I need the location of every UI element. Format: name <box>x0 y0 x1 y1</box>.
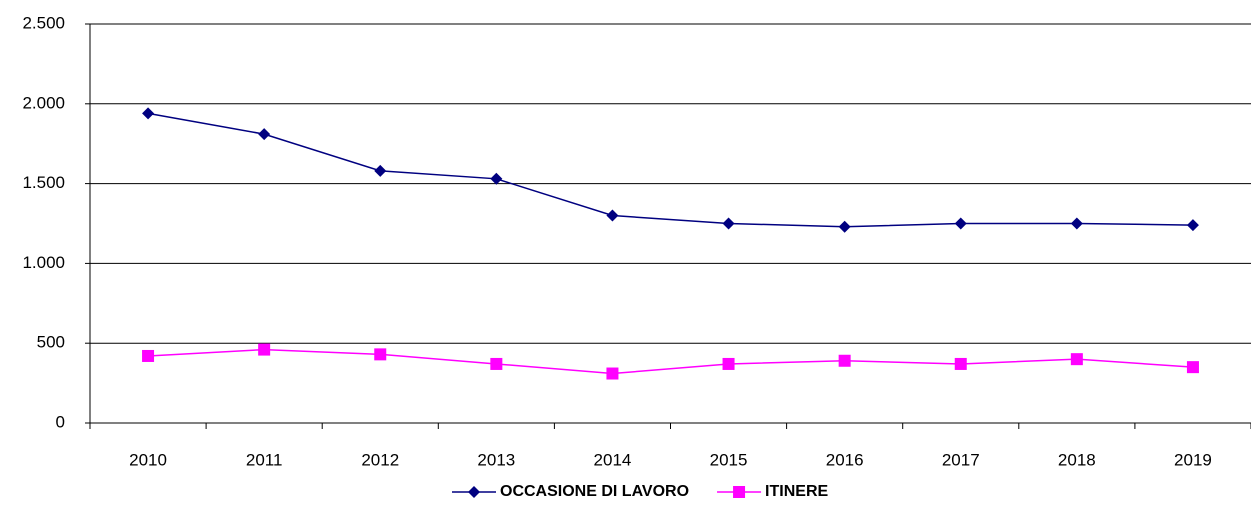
x-tick-label: 2011 <box>246 450 283 469</box>
point <box>954 217 967 230</box>
x-tick-label: 2019 <box>1174 450 1212 469</box>
series-line <box>147 112 1193 228</box>
point <box>1070 353 1083 366</box>
series-line <box>148 348 1194 375</box>
point <box>142 349 155 362</box>
point <box>838 354 851 367</box>
legend-marker <box>733 486 746 498</box>
point <box>1070 217 1083 230</box>
point <box>490 172 503 185</box>
y-tick-label: 1.500 <box>22 173 65 192</box>
legend-label: OCCASIONE DI LAVORO <box>500 483 689 500</box>
y-tick-label: 1.000 <box>22 253 65 272</box>
point <box>954 357 967 370</box>
legend-marker <box>468 486 480 498</box>
point <box>1186 361 1199 374</box>
point <box>1186 219 1199 232</box>
point <box>606 209 619 222</box>
y-tick-label: 500 <box>37 333 65 352</box>
y-tick-label: 2.000 <box>22 93 65 112</box>
point <box>722 217 735 230</box>
x-tick-label: 2017 <box>942 450 980 469</box>
point <box>258 343 271 356</box>
x-tick-label: 2018 <box>1058 450 1096 469</box>
x-tick-label: 2013 <box>477 450 515 469</box>
x-tick-label: 2012 <box>361 450 399 469</box>
point <box>722 357 735 370</box>
point <box>490 357 503 370</box>
x-tick-label: 2015 <box>710 450 748 469</box>
x-tick-label: 2010 <box>129 450 167 469</box>
point <box>374 164 387 177</box>
point <box>606 367 619 380</box>
y-tick-label: 0 <box>56 412 65 431</box>
x-tick-label: 2016 <box>826 450 864 469</box>
point <box>374 348 387 361</box>
point <box>838 220 851 233</box>
point <box>142 107 155 120</box>
y-tick-label: 2.500 <box>22 13 65 32</box>
legend-label: ITINERE <box>765 483 828 500</box>
x-tick-label: 2014 <box>594 450 632 469</box>
point <box>258 128 271 141</box>
